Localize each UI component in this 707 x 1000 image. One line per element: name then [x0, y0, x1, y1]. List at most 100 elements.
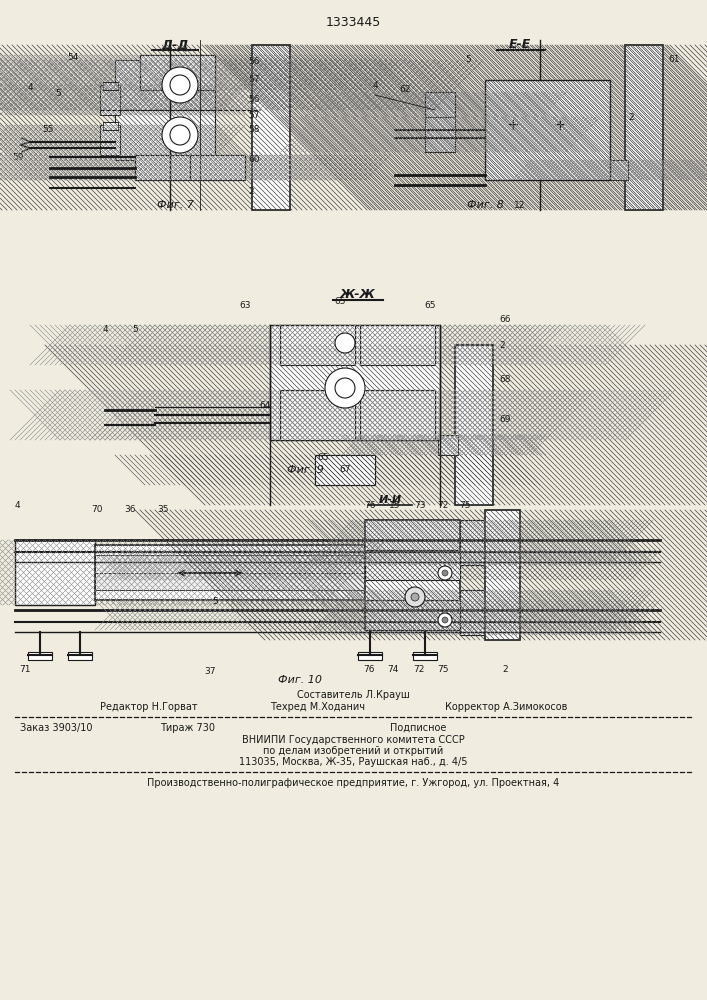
Text: +: +	[554, 117, 566, 132]
Bar	[365, 600, 460, 630]
Text: Техред М.Ходанич: Техред М.Ходанич	[270, 702, 365, 712]
Text: 63: 63	[239, 300, 251, 310]
Text: 59: 59	[12, 152, 24, 161]
Bar	[135, 155, 190, 180]
Text: 75: 75	[437, 666, 449, 674]
Bar	[28, 652, 52, 660]
Bar	[103, 122, 118, 130]
Circle shape	[442, 570, 448, 576]
Text: Тираж 730: Тираж 730	[160, 723, 215, 733]
Text: 54: 54	[67, 52, 78, 62]
Text: Корректор А.Зимокосов: Корректор А.Зимокосов	[445, 702, 568, 712]
Bar	[365, 520, 460, 630]
Text: Составитель Л.Крауш: Составитель Л.Крауш	[297, 690, 409, 700]
Text: И-И: И-И	[378, 495, 402, 505]
Text: 58: 58	[248, 125, 259, 134]
Bar	[95, 545, 365, 600]
Bar	[115, 60, 215, 110]
Bar	[413, 652, 437, 660]
Text: 65: 65	[334, 298, 346, 306]
Text: 62: 62	[399, 86, 411, 95]
Bar	[280, 390, 355, 440]
Circle shape	[411, 593, 419, 601]
Bar	[270, 325, 440, 440]
Text: 76: 76	[363, 666, 375, 674]
Bar	[358, 652, 382, 660]
Circle shape	[335, 378, 355, 398]
Text: Подписное: Подписное	[390, 723, 446, 733]
Text: Ж-Ж: Ж-Ж	[340, 288, 376, 302]
Text: Фиг. 9: Фиг. 9	[286, 465, 323, 475]
Text: 5: 5	[465, 55, 471, 64]
Text: Заказ 3903/10: Заказ 3903/10	[20, 723, 93, 733]
Text: 12: 12	[514, 200, 526, 210]
Text: 64: 64	[259, 400, 271, 410]
Text: 75: 75	[460, 500, 471, 510]
Circle shape	[438, 613, 452, 627]
Text: 68: 68	[499, 375, 510, 384]
Text: 5: 5	[55, 89, 61, 98]
Text: Е-Е: Е-Е	[509, 38, 531, 51]
Bar	[15, 540, 95, 605]
Bar	[425, 117, 455, 152]
Text: Производственно-полиграфическое предприятие, г. Ужгород, ул. Проектная, 4: Производственно-полиграфическое предприя…	[147, 778, 559, 788]
Text: 70: 70	[91, 506, 103, 514]
Text: 69: 69	[499, 416, 510, 424]
Bar	[360, 390, 435, 440]
Text: 35: 35	[157, 506, 169, 514]
Circle shape	[170, 75, 190, 95]
Bar	[460, 520, 485, 565]
Bar	[438, 435, 458, 455]
Bar	[95, 555, 365, 590]
Text: +: +	[507, 117, 520, 132]
Text: по делам изобретений и открытий: по делам изобретений и открытий	[263, 746, 443, 756]
Text: ВНИИПИ Государственного комитета СССР: ВНИИПИ Государственного комитета СССР	[242, 735, 464, 745]
Text: 56: 56	[248, 57, 259, 66]
Text: 15: 15	[390, 500, 401, 510]
Circle shape	[325, 368, 365, 408]
Text: Д-Д: Д-Д	[161, 38, 189, 51]
Bar	[625, 45, 663, 210]
Bar	[115, 110, 215, 160]
Text: 67: 67	[339, 466, 351, 475]
Bar	[100, 85, 120, 115]
Text: 71: 71	[19, 666, 30, 674]
Circle shape	[162, 67, 198, 103]
Text: 2: 2	[248, 188, 254, 196]
Text: Фиг. 10: Фиг. 10	[278, 675, 322, 685]
Text: 5: 5	[212, 597, 218, 606]
Bar	[455, 345, 493, 505]
Text: 2: 2	[499, 340, 505, 350]
Circle shape	[442, 617, 448, 623]
Circle shape	[438, 566, 452, 580]
Bar	[140, 55, 215, 90]
Text: 4: 4	[103, 326, 107, 334]
Text: 4: 4	[15, 500, 21, 510]
Circle shape	[405, 587, 425, 607]
Bar	[315, 455, 375, 485]
Text: Редактор Н.Горват: Редактор Н.Горват	[100, 702, 198, 712]
Text: 37: 37	[204, 668, 216, 676]
Bar	[365, 550, 460, 580]
Text: Фиг. 8: Фиг. 8	[467, 200, 503, 210]
Text: 76: 76	[364, 500, 375, 510]
Text: 113035, Москва, Ж-35, Раушская наб., д. 4/5: 113035, Москва, Ж-35, Раушская наб., д. …	[239, 757, 467, 767]
Text: 57: 57	[248, 76, 259, 85]
Text: 65: 65	[424, 300, 436, 310]
Bar	[280, 325, 355, 365]
Bar	[100, 125, 120, 155]
Text: 66: 66	[499, 316, 510, 324]
Bar	[135, 155, 245, 180]
Text: 1333445: 1333445	[325, 15, 380, 28]
Text: 36: 36	[124, 506, 136, 514]
Text: 4: 4	[372, 81, 378, 90]
Text: 73: 73	[414, 500, 426, 510]
Text: 65: 65	[317, 454, 329, 462]
Bar	[608, 160, 628, 180]
Text: 4: 4	[27, 84, 33, 93]
Bar	[315, 455, 375, 485]
Circle shape	[335, 333, 355, 353]
Bar	[68, 652, 92, 660]
Text: 60: 60	[248, 155, 259, 164]
Text: 61: 61	[668, 55, 679, 64]
